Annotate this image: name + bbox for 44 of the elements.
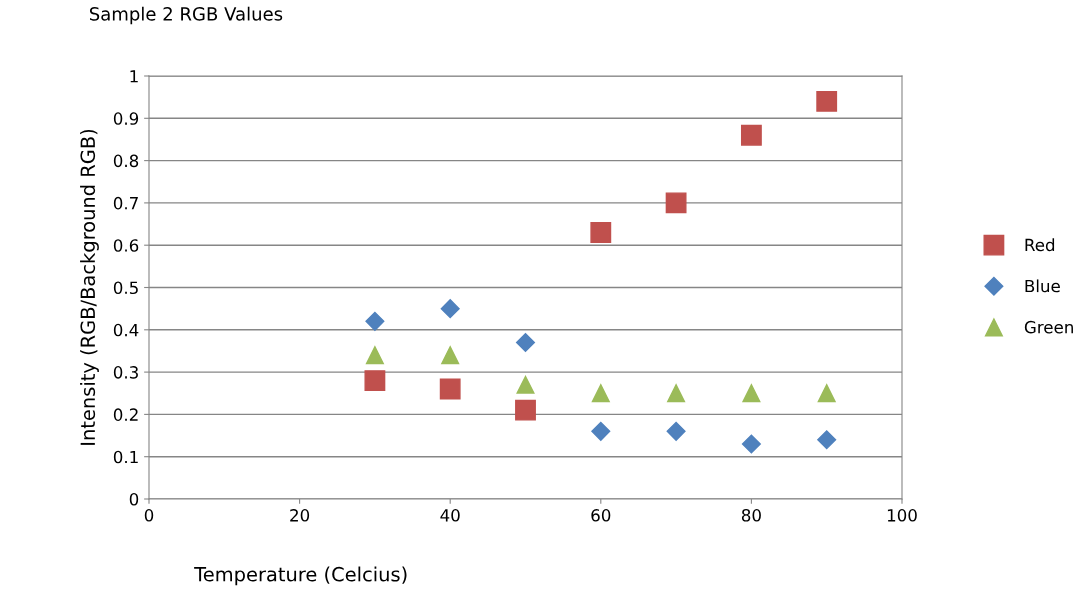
y-tick-label: 0.9 [113,112,139,125]
point [667,384,686,403]
point [590,222,612,243]
y-tick-label: 0.4 [113,323,139,337]
point [741,434,761,454]
legend-label: Green [1024,320,1073,334]
y-tick-label: 0.3 [113,366,138,379]
y-tick-label: 0.8 [113,154,139,168]
point [364,370,386,391]
x-tick-label: 20 [290,509,310,522]
point [742,384,761,403]
y-tick-label: 0.2 [113,408,138,421]
y-tick-label: 0.7 [113,196,138,210]
y-tick-label: 1 [130,70,138,83]
x-tick-label: 40 [440,509,460,522]
x-tick-label: 60 [591,509,611,522]
y-axis-title: Intensity (RGB/Background RGB) [80,129,99,445]
point [665,192,687,214]
y-tick-label: 0.6 [113,239,139,252]
point [515,332,536,353]
point [365,311,385,331]
point [817,430,837,450]
point [440,299,460,319]
x-tick-label: 100 [887,509,917,522]
legend-label: Red [1025,238,1055,252]
chart-title: Sample 2 RGB Values [89,6,283,25]
point [439,378,461,400]
point [816,90,838,112]
x-tick-label: 80 [741,509,761,522]
point [591,421,611,441]
point [516,375,535,394]
point [365,346,384,365]
y-tick-label: 0.5 [113,281,138,295]
point [441,346,460,365]
y-tick-label: 0.1 [113,450,138,464]
point [666,421,686,441]
x-tick-label: 0 [144,509,154,522]
point [740,124,762,146]
y-tick-label: 0 [129,492,139,506]
point [591,384,610,403]
point [515,399,536,421]
x-axis-title: Temperature (Celcius) [194,566,407,586]
legend-label: Blue [1025,279,1060,293]
point [817,384,836,403]
